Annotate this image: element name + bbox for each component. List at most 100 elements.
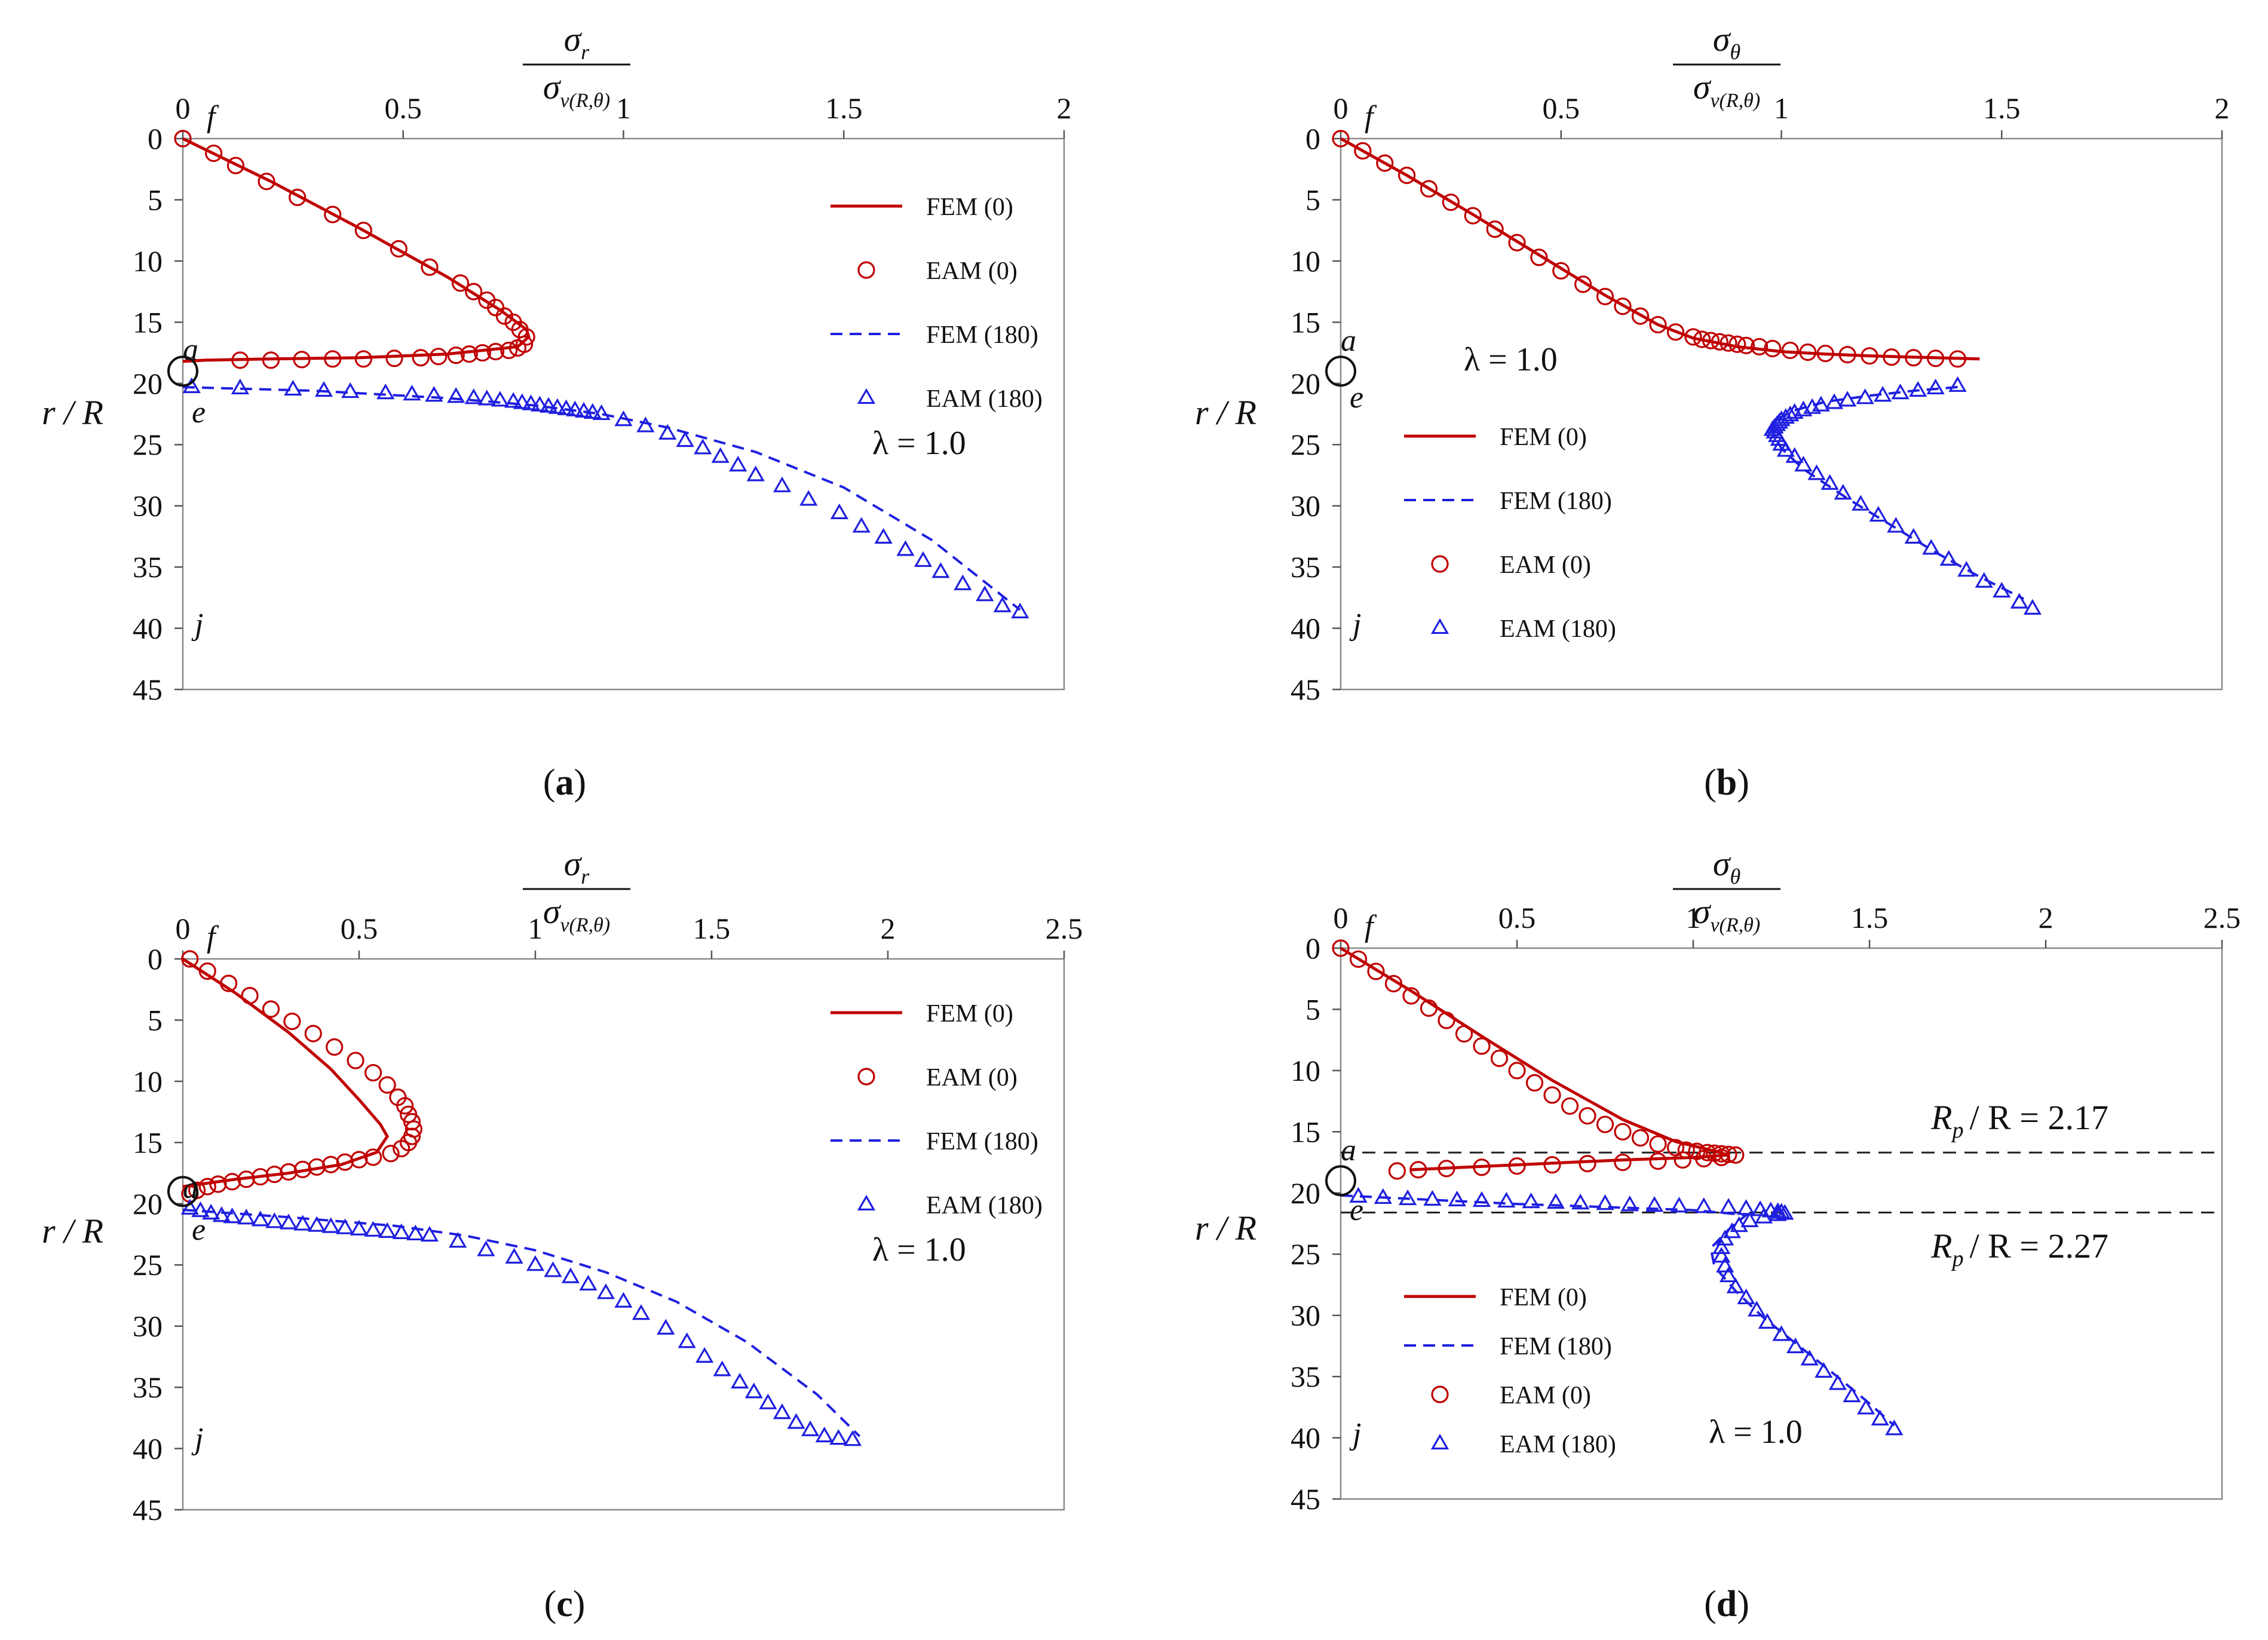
series-line xyxy=(1771,385,2025,600)
series-line xyxy=(1340,1194,1895,1427)
data-point xyxy=(557,399,575,415)
x-tick-label: 1.5 xyxy=(693,912,731,945)
x-title-numerator: σθ xyxy=(1713,20,1740,64)
data-point xyxy=(787,1413,805,1429)
data-point xyxy=(1758,1313,1777,1329)
data-point xyxy=(447,387,465,403)
data-point xyxy=(1843,1386,1861,1402)
data-point xyxy=(1957,561,1976,577)
series-eam-0 xyxy=(174,130,535,369)
data-point xyxy=(1720,334,1737,352)
point-label-j: j xyxy=(1349,608,1361,642)
legend-label: EAM (0) xyxy=(1500,1382,1591,1409)
y-tick-label: 30 xyxy=(133,1310,163,1343)
series-fem-180 xyxy=(182,385,1021,611)
data-point xyxy=(1694,1197,1713,1213)
y-tick-label: 5 xyxy=(148,183,163,216)
series-eam-180 xyxy=(1763,376,2042,615)
data-point xyxy=(1785,447,1804,463)
data-point xyxy=(1614,1153,1632,1172)
data-point xyxy=(1332,130,1350,148)
data-point xyxy=(1543,1086,1561,1104)
y-tick-label: 40 xyxy=(133,1432,163,1466)
x-tick-label: 2 xyxy=(2039,901,2054,934)
y-tick-label: 20 xyxy=(1291,1176,1320,1210)
y-tick-label: 15 xyxy=(133,1126,163,1159)
data-point xyxy=(425,386,443,402)
data-point xyxy=(1384,974,1403,993)
data-point xyxy=(1649,315,1667,334)
y-tick-label: 5 xyxy=(1305,183,1320,216)
legend-label: FEM (180) xyxy=(926,321,1038,349)
data-point xyxy=(773,1403,792,1420)
data-point xyxy=(1579,1155,1596,1173)
x-tick-label: 2 xyxy=(2215,91,2230,125)
data-point xyxy=(237,1209,256,1225)
x-tick-label: 2 xyxy=(881,912,896,945)
point-label-e: e xyxy=(1350,381,1363,415)
data-point xyxy=(1794,455,1813,472)
series-line xyxy=(1340,946,1729,1172)
data-point xyxy=(799,490,818,506)
series-line xyxy=(182,137,531,363)
data-point xyxy=(1852,495,1870,511)
data-point xyxy=(376,383,395,400)
data-point xyxy=(636,416,655,433)
data-point xyxy=(1926,378,1945,395)
data-point xyxy=(220,974,238,992)
data-point xyxy=(1815,1362,1833,1378)
x-tick-label: 0 xyxy=(176,912,191,945)
lambda-label: λ = 1.0 xyxy=(1709,1414,1803,1451)
data-point xyxy=(447,347,465,364)
point-labels: f ae j xyxy=(1325,909,1377,1451)
data-point xyxy=(976,586,994,602)
point-label-a: a xyxy=(1341,1133,1356,1167)
y-tick-label: 0 xyxy=(148,122,163,155)
data-point xyxy=(1781,341,1799,360)
data-point xyxy=(1674,1151,1691,1169)
data-point xyxy=(1571,1193,1590,1210)
y-tick-label: 25 xyxy=(133,428,163,461)
data-point xyxy=(412,349,430,367)
data-point xyxy=(1891,383,1910,400)
data-point xyxy=(198,962,216,980)
series-eam-0 xyxy=(1332,939,1745,1180)
data-point xyxy=(1438,1160,1455,1178)
data-point xyxy=(517,328,535,346)
data-point xyxy=(280,1163,298,1181)
legend: FEM (0) EAM (0) FEM (180) EAM (180) xyxy=(830,194,1043,413)
legend-label: FEM (0) xyxy=(1500,1284,1587,1311)
x-tick-label: 1.5 xyxy=(825,91,863,125)
data-point xyxy=(1816,344,1834,363)
data-point xyxy=(1561,1097,1579,1115)
data-point xyxy=(561,1267,580,1283)
data-point xyxy=(212,1206,231,1222)
data-point xyxy=(209,1175,227,1193)
y-tick-label: 30 xyxy=(1291,1299,1320,1332)
data-point xyxy=(202,1203,220,1220)
data-point xyxy=(931,562,950,578)
data-point xyxy=(491,391,510,407)
boundary-circle xyxy=(167,355,198,387)
data-point xyxy=(744,1382,763,1399)
data-point xyxy=(321,1217,340,1233)
data-point xyxy=(1388,1162,1406,1180)
data-point xyxy=(1737,1199,1755,1215)
lambda-label: λ = 1.0 xyxy=(872,1231,966,1268)
data-point xyxy=(1448,1190,1466,1207)
series-fem-0 xyxy=(1340,137,1980,361)
data-point xyxy=(1614,1123,1632,1141)
data-point xyxy=(241,986,259,1005)
data-point xyxy=(262,1000,280,1018)
data-point xyxy=(223,1207,241,1224)
data-point xyxy=(1508,234,1526,252)
data-point xyxy=(1011,602,1029,618)
y-axis-label: r / R xyxy=(1195,1209,1256,1247)
data-point xyxy=(1596,287,1614,305)
y-tick-label: 35 xyxy=(1291,550,1320,584)
data-point xyxy=(1620,1195,1639,1212)
data-point xyxy=(1442,193,1460,211)
x-title-denominator: σv(R,θ) xyxy=(1693,892,1760,936)
point-label-e: e xyxy=(192,1213,206,1247)
